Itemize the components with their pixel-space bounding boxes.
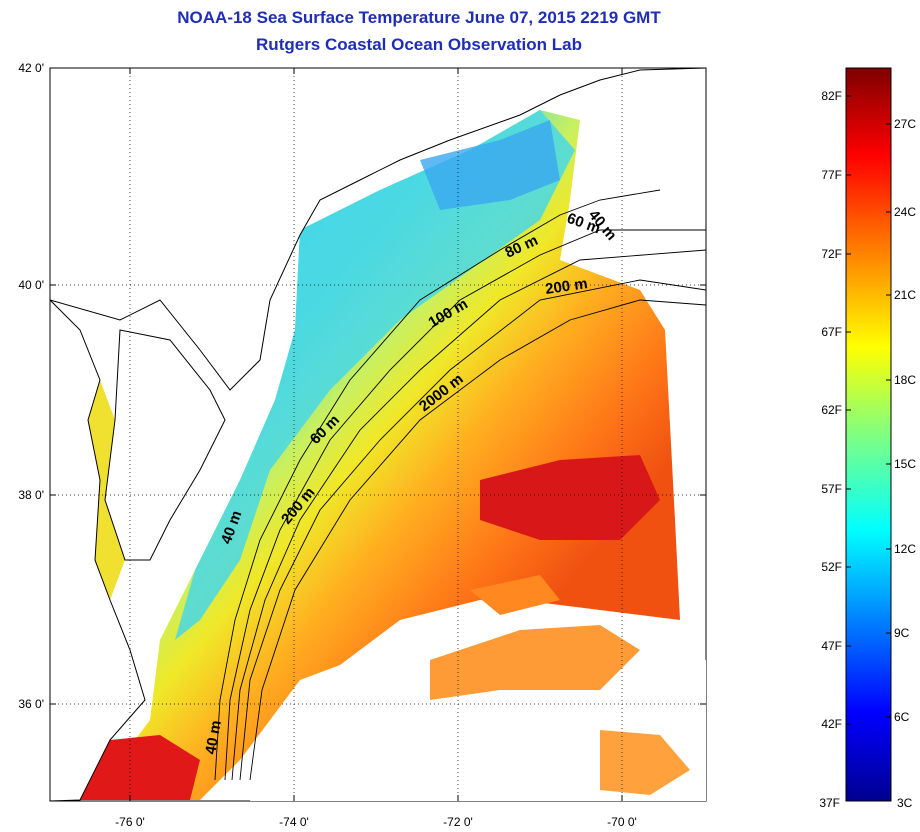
isobath-contours [214,189,706,781]
chesapeake-bay [88,380,125,600]
map-title: NOAA-18 Sea Surface Temperature June 07,… [177,8,661,27]
isobath-label: 200 m [544,275,588,298]
map-panel: 40 m 60 m 80 m 200 m 100 m 2000 m 60 m 2… [18,61,707,829]
fahrenheit-label: 72F [821,247,842,261]
isobath-label: 40 m [202,719,225,756]
fahrenheit-label: 42F [821,717,842,731]
warm-patch-3 [600,730,690,795]
fahrenheit-label: 62F [821,403,842,417]
celsius-label: 27C [894,117,916,131]
warm-patch [430,625,640,700]
fahrenheit-label: 47F [821,639,842,653]
fahrenheit-label: 77F [821,168,842,182]
lat-tick-label: 40 0' [18,278,44,292]
warm-southern-water [80,735,200,800]
delmarva-peninsula [104,329,226,561]
lat-tick-label: 38 0' [18,488,44,502]
celsius-label: 12C [894,542,916,556]
celsius-label: 6C [894,710,910,724]
land-northeast [50,68,706,391]
sst-field [50,68,706,801]
fahrenheit-label: 82F [821,89,842,103]
lon-tick-label: -72 0' [443,815,473,829]
colorbar-ticks [846,95,891,725]
fahrenheit-label: 37F [819,796,840,810]
colorbar-gradient [845,67,892,802]
graticule [50,68,706,801]
celsius-label: 18C [894,373,916,387]
celsius-label: 9C [894,626,910,640]
fahrenheit-label: 67F [821,325,842,339]
colorbar-c-labels: 27C 24C 21C 18C 15C 12C 9C 6C 3C [894,117,916,810]
warm-patch-2 [470,575,560,615]
shelf-cold-water [175,110,575,640]
lat-tick-label: 36 0' [18,697,44,711]
lon-tick-label: -70 0' [607,815,637,829]
fahrenheit-label: 57F [821,482,842,496]
colorbar: 82F 77F 72F 67F 62F 57F 52F 47F 42F 37F … [819,67,916,810]
land-midatlantic [50,299,146,801]
map-subtitle: Rutgers Coastal Ocean Observation Lab [256,35,582,54]
celsius-label: 24C [894,205,916,219]
celsius-label: 21C [894,288,916,302]
lon-tick-label: -74 0' [279,815,309,829]
lat-lon-labels: -76 0' -74 0' -72 0' -70 0' 42 0' 40 0' … [18,61,636,829]
celsius-label: 15C [894,457,916,471]
fahrenheit-label: 52F [821,560,842,574]
warm-eddy [480,455,660,540]
celsius-label: 3C [897,796,913,810]
colorbar-f-labels: 82F 77F 72F 67F 62F 57F 52F 47F 42F 37F [819,89,842,810]
sst-swath [90,110,680,800]
cold-patch [420,120,560,210]
lat-tick-label: 42 0' [18,61,44,75]
axis-ticks [50,68,706,801]
lon-tick-label: -76 0' [115,815,145,829]
